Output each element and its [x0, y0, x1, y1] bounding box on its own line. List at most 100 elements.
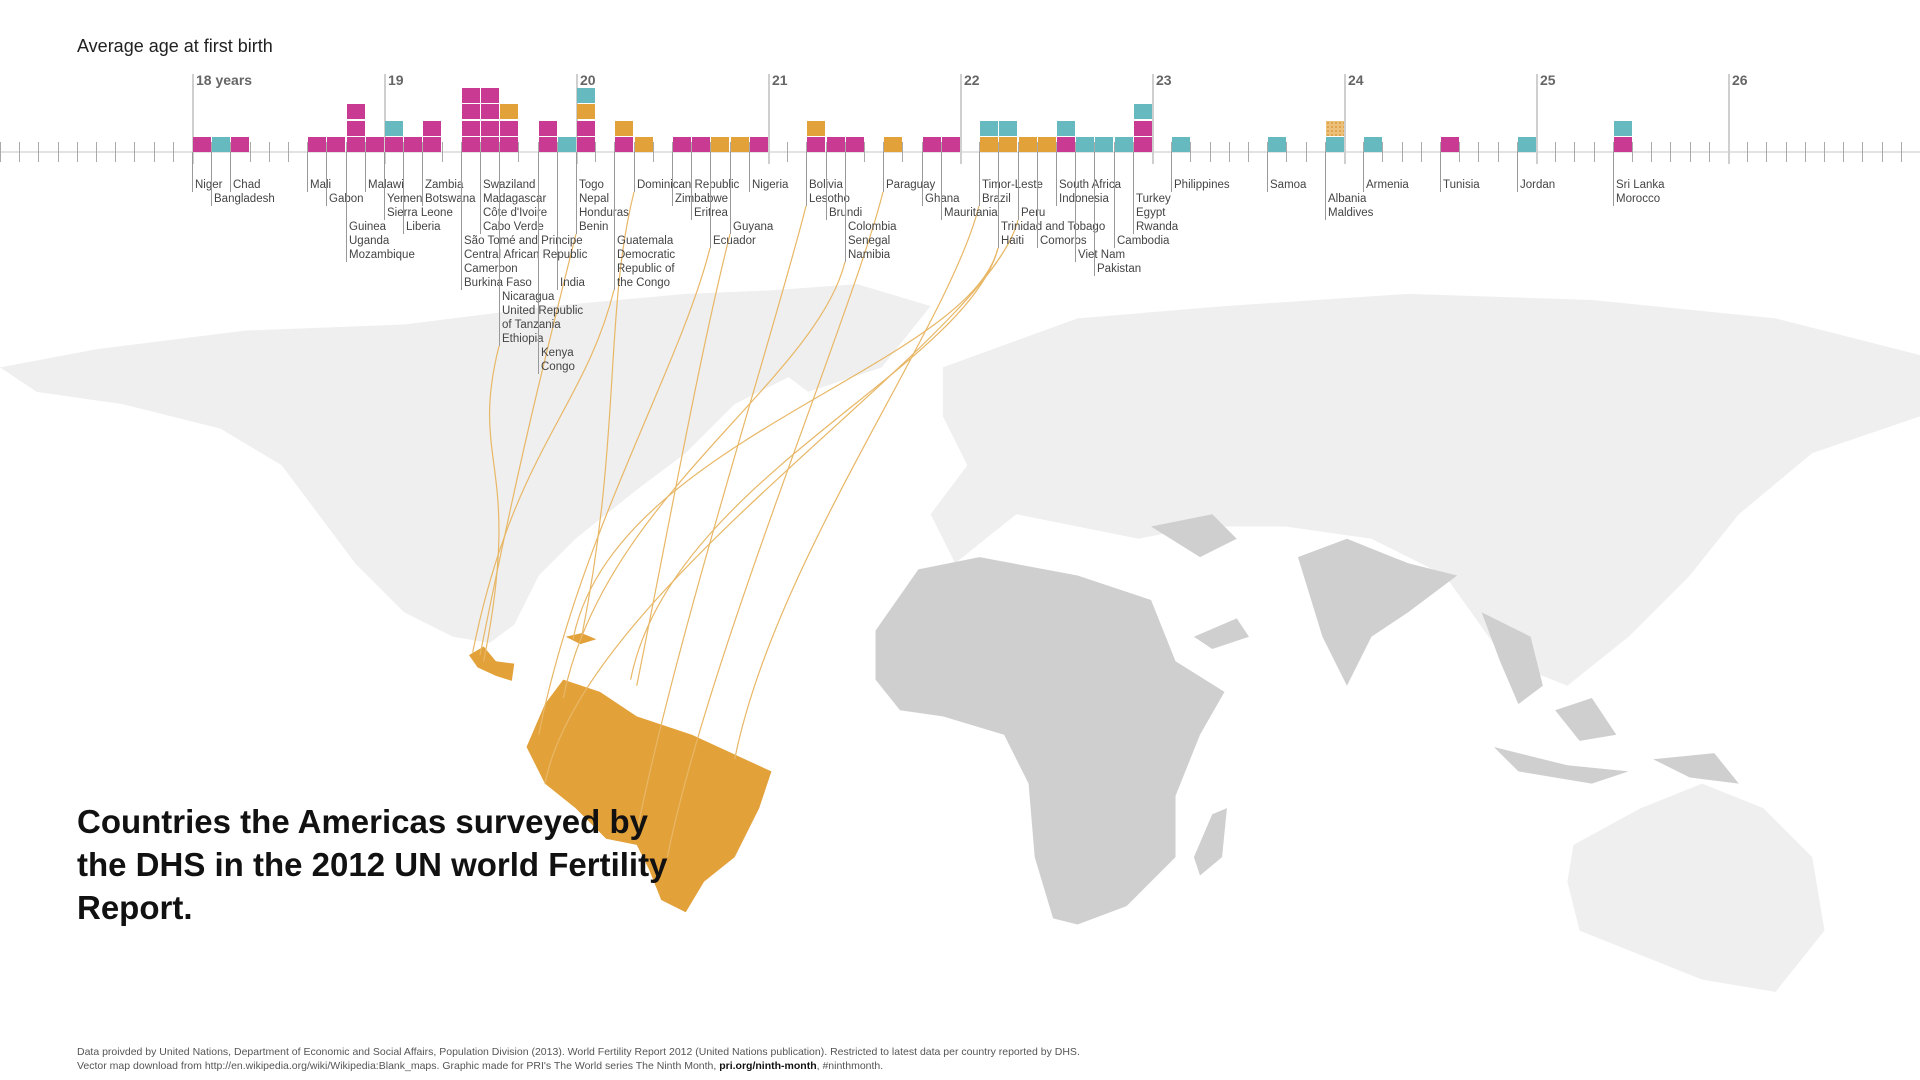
country-square[interactable]	[615, 137, 633, 152]
country-square[interactable]	[385, 137, 403, 152]
country-label[interactable]: Cambodia	[1117, 235, 1170, 247]
country-label[interactable]: Indonesia	[1059, 193, 1109, 205]
country-label[interactable]: Nepal	[579, 193, 610, 205]
country-label[interactable]: Uganda	[349, 235, 390, 247]
country-label[interactable]: Liberia	[406, 221, 441, 233]
country-square[interactable]	[1518, 137, 1536, 152]
country-label[interactable]: Egypt	[1136, 207, 1166, 219]
country-square[interactable]	[1326, 120, 1344, 136]
country-label[interactable]: Morocco	[1616, 193, 1661, 205]
country-square[interactable]	[1134, 137, 1152, 152]
country-square[interactable]	[347, 137, 365, 152]
country-square[interactable]	[308, 137, 326, 152]
country-square[interactable]	[807, 137, 825, 152]
country-label[interactable]: Trinidad and Tobago	[1001, 221, 1106, 233]
country-square[interactable]	[615, 120, 633, 136]
country-label[interactable]: Togo	[579, 179, 604, 191]
country-square[interactable]	[942, 137, 960, 152]
country-square[interactable]	[999, 137, 1017, 152]
country-square[interactable]	[846, 137, 864, 152]
country-label[interactable]: Rwanda	[1136, 221, 1179, 233]
country-label[interactable]: Colombia	[848, 221, 897, 233]
country-label[interactable]: Haiti	[1001, 235, 1025, 247]
country-label[interactable]: Armenia	[1366, 179, 1409, 191]
country-label[interactable]: Paraguay	[886, 179, 936, 191]
country-square[interactable]	[462, 87, 480, 103]
country-square[interactable]	[635, 137, 653, 152]
country-square[interactable]	[731, 137, 749, 152]
country-label[interactable]: India	[560, 277, 585, 289]
country-square[interactable]	[500, 120, 518, 136]
country-square[interactable]	[999, 120, 1017, 136]
central-america-dhs[interactable]	[468, 646, 515, 681]
country-square[interactable]	[212, 137, 230, 152]
country-label[interactable]: Congo	[541, 361, 575, 373]
country-label[interactable]: Guatemala	[617, 235, 674, 247]
country-square[interactable]	[539, 120, 557, 136]
country-square[interactable]	[980, 137, 998, 152]
country-label[interactable]: Malawi	[368, 179, 404, 191]
country-label[interactable]: South Africa	[1059, 179, 1122, 191]
country-square[interactable]	[1057, 137, 1075, 152]
country-square[interactable]	[577, 87, 595, 103]
country-label[interactable]: Botswana	[425, 193, 476, 205]
country-label[interactable]: Niger	[195, 179, 223, 191]
country-square[interactable]	[558, 137, 576, 152]
country-label[interactable]: São Tomé and Principe	[464, 235, 583, 247]
country-square[interactable]	[711, 137, 729, 152]
country-square[interactable]	[1326, 137, 1344, 152]
country-square[interactable]	[577, 137, 595, 152]
country-label[interactable]: Guinea	[349, 221, 387, 233]
country-label[interactable]: Nicaragua	[502, 291, 555, 303]
country-square[interactable]	[1134, 104, 1152, 119]
country-label[interactable]: Senegal	[848, 235, 891, 247]
country-square[interactable]	[827, 137, 845, 152]
country-label[interactable]: Mali	[310, 179, 332, 191]
country-label[interactable]: Central African Republic	[464, 249, 588, 261]
country-square[interactable]	[1172, 137, 1190, 152]
country-label[interactable]: Cabo Verde	[483, 221, 544, 233]
country-label[interactable]: United Republic of Tanzania	[502, 305, 584, 331]
country-square[interactable]	[1441, 137, 1459, 152]
country-square[interactable]	[462, 137, 480, 152]
country-label[interactable]: Peru	[1021, 207, 1046, 219]
country-square[interactable]	[1038, 137, 1056, 152]
country-label[interactable]: Maldives	[1328, 207, 1374, 219]
country-square[interactable]	[347, 120, 365, 136]
country-label[interactable]: Lesotho	[809, 193, 850, 205]
country-square[interactable]	[500, 137, 518, 152]
country-square[interactable]	[1076, 137, 1094, 152]
country-label[interactable]: Zimbabwe	[675, 193, 729, 205]
country-square[interactable]	[481, 104, 499, 119]
country-label[interactable]: Ethiopia	[502, 333, 544, 345]
country-square[interactable]	[404, 137, 422, 152]
country-square[interactable]	[807, 120, 825, 136]
country-label[interactable]: Bangladesh	[214, 193, 275, 205]
country-square[interactable]	[423, 137, 441, 152]
footer-link[interactable]: pri.org/ninth-month	[719, 1060, 817, 1072]
country-square[interactable]	[481, 87, 499, 103]
country-square[interactable]	[577, 120, 595, 136]
country-square[interactable]	[692, 137, 710, 152]
country-square[interactable]	[462, 120, 480, 136]
country-label[interactable]: Dominican Republic	[637, 179, 740, 191]
country-label[interactable]: Kenya	[541, 347, 574, 359]
country-label[interactable]: Madagascar	[483, 193, 547, 205]
country-square[interactable]	[385, 120, 403, 136]
country-label[interactable]: Yemen	[387, 193, 423, 205]
country-label[interactable]: Zambia	[425, 179, 464, 191]
country-label[interactable]: Swaziland	[483, 179, 536, 191]
country-square[interactable]	[500, 104, 518, 119]
country-label[interactable]: Democratic Republic of the Congo	[617, 249, 676, 289]
country-square[interactable]	[1134, 120, 1152, 136]
country-label[interactable]: Sri Lanka	[1616, 179, 1665, 191]
country-square[interactable]	[539, 137, 557, 152]
country-square[interactable]	[1095, 137, 1113, 152]
country-square[interactable]	[1115, 137, 1133, 152]
country-square[interactable]	[1268, 137, 1286, 152]
country-square[interactable]	[193, 137, 211, 152]
country-square[interactable]	[884, 137, 902, 152]
country-label[interactable]: Namibia	[848, 249, 891, 261]
country-label[interactable]: Chad	[233, 179, 261, 191]
country-square[interactable]	[1019, 137, 1037, 152]
